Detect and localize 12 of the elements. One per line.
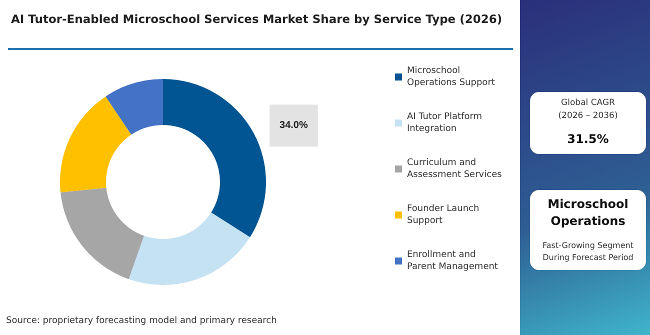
text: Global CAGR (2026 – 2036) — [557, 97, 619, 123]
data-label: 34.0% — [280, 120, 308, 132]
legend-label: Enrollment and Parent Management — [407, 250, 498, 272]
source-note: Source: proprietary forecasting model and primary research — [6, 316, 277, 326]
legend-label: Founder Launch Support — [407, 204, 482, 226]
legend-label: Curriculum and Assessment Services — [407, 158, 502, 180]
chart-title: AI Tutor-Enabled Microschool Services Market Share by Service Type (2026) — [11, 12, 502, 26]
text: Fast-Growing Segment During Forecast Period — [542, 240, 634, 264]
legend-label: Microschool Operations Support — [407, 66, 496, 88]
text: 31.5% — [566, 132, 610, 146]
legend-label: AI Tutor Platform Integration — [407, 112, 485, 134]
text: Microschool Operations — [546, 196, 630, 230]
